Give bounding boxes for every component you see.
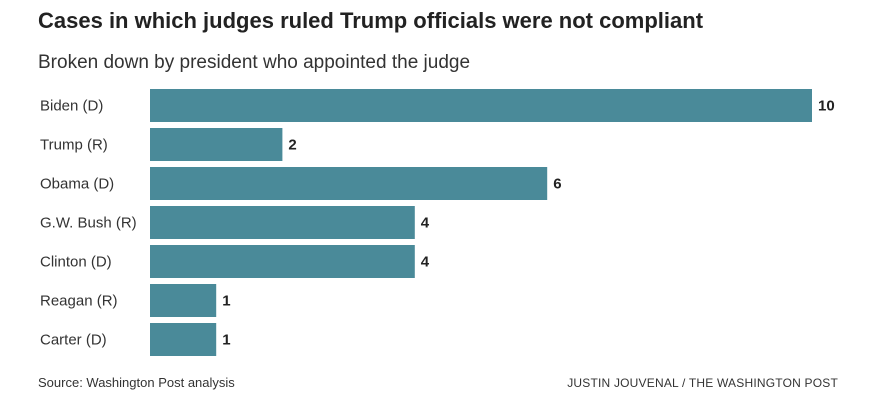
category-label: Trump (R)	[40, 137, 108, 154]
bar-chart: Biden (D) 10 Trump (R) 2 Obama (D) 6 G.W. Bush…	[40, 89, 835, 356]
value-label: 1	[222, 293, 230, 310]
bar	[150, 323, 217, 356]
bars-group: Biden (D) 10 Trump (R) 2 Obama (D) 6 G.W. Bush…	[40, 89, 835, 356]
chart-title: Cases in which judges ruled Trump offici…	[38, 8, 704, 33]
category-label: Biden (D)	[40, 98, 103, 115]
bar	[150, 89, 812, 122]
value-label: 4	[421, 254, 430, 271]
value-label: 2	[288, 137, 296, 154]
value-label: 1	[222, 332, 230, 349]
value-label: 10	[818, 98, 835, 115]
bar	[150, 206, 415, 239]
category-label: Obama (D)	[40, 176, 114, 193]
bar	[150, 128, 283, 161]
value-label: 6	[553, 176, 561, 193]
category-label: Carter (D)	[40, 332, 107, 349]
credit-line: JUSTIN JOUVENAL / THE WASHINGTON POST	[567, 376, 838, 390]
chart-subtitle: Broken down by president who appointed t…	[38, 52, 471, 73]
source-note: Source: Washington Post analysis	[38, 375, 235, 390]
bar	[150, 167, 548, 200]
category-label: Reagan (R)	[40, 293, 118, 310]
bar	[150, 284, 217, 317]
value-label: 4	[421, 215, 430, 232]
category-label: G.W. Bush (R)	[40, 215, 137, 232]
category-label: Clinton (D)	[40, 254, 112, 271]
bar	[150, 245, 415, 278]
